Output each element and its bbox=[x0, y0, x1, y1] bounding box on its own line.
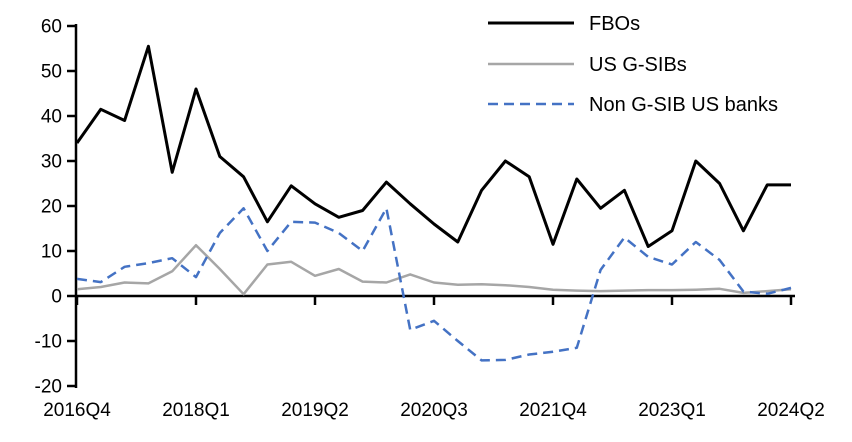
y-tick-label: -10 bbox=[35, 332, 62, 353]
legend-label-non-gsib-us-banks: Non G-SIB US banks bbox=[589, 94, 778, 116]
y-tick-label: -20 bbox=[35, 377, 62, 398]
x-tick-label: 2024Q2 bbox=[757, 400, 825, 421]
legend-label-fbos: FBOs bbox=[589, 13, 641, 35]
x-tick-label: 2016Q4 bbox=[43, 400, 111, 421]
x-tick-label: 2020Q3 bbox=[400, 400, 468, 421]
series-line-us-g-sibs bbox=[76, 243, 792, 296]
legend-label-us-gsibs: US G-SIBs bbox=[589, 54, 687, 76]
y-tick-label: 0 bbox=[51, 287, 62, 308]
x-tick-label: 2021Q4 bbox=[519, 400, 587, 421]
y-tick-label: 50 bbox=[41, 62, 62, 83]
y-tick-label: 10 bbox=[41, 242, 62, 263]
y-tick-label: 30 bbox=[41, 152, 62, 173]
y-tick-label: 40 bbox=[41, 107, 62, 128]
y-tick-label: 20 bbox=[41, 197, 62, 218]
series-line-fbos bbox=[75, 44, 791, 248]
x-tick-label: 2018Q1 bbox=[162, 400, 230, 421]
x-tick-label: 2019Q2 bbox=[281, 400, 349, 421]
series-line-non-g-sib-us-banks bbox=[76, 207, 792, 362]
x-tick-label: 2023Q1 bbox=[638, 400, 706, 421]
y-tick-label: 60 bbox=[41, 17, 62, 38]
